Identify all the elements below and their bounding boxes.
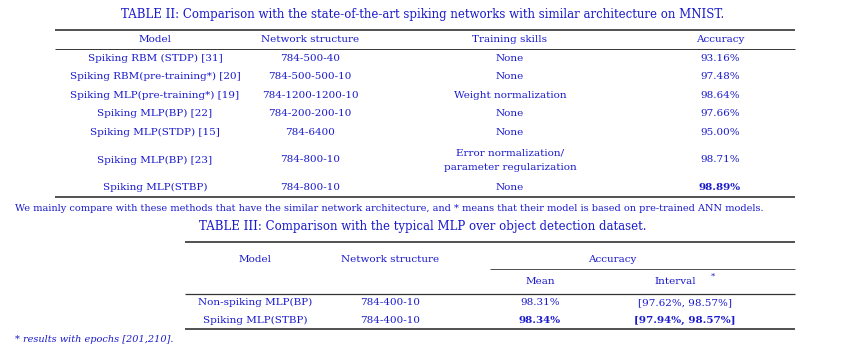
Text: 93.16%: 93.16% [700,54,739,63]
Text: 784-400-10: 784-400-10 [360,316,419,325]
Text: Spiking MLP(STDP) [15]: Spiking MLP(STDP) [15] [90,128,219,137]
Text: Accuracy: Accuracy [695,35,744,44]
Text: Model: Model [238,254,271,263]
Text: * results with epochs [201,210].: * results with epochs [201,210]. [15,335,173,344]
Text: Network structure: Network structure [261,35,359,44]
Text: Network structure: Network structure [340,254,439,263]
Text: 95.00%: 95.00% [700,128,739,137]
Text: Spiking RBM (STDP) [31]: Spiking RBM (STDP) [31] [88,54,222,63]
Text: We mainly compare with these methods that have the similar network architecture,: We mainly compare with these methods tha… [15,204,763,213]
Text: None: None [495,54,523,63]
Text: 98.64%: 98.64% [700,91,739,100]
Text: 97.48%: 97.48% [700,72,739,81]
Text: *: * [710,273,714,281]
Text: Accuracy: Accuracy [587,254,636,263]
Text: [97.62%, 98.57%]: [97.62%, 98.57%] [637,298,731,307]
Text: Interval: Interval [653,278,695,287]
Text: 784-1200-1200-10: 784-1200-1200-10 [262,91,358,100]
Text: 98.34%: 98.34% [518,316,560,325]
Text: Non-spiking MLP(BP): Non-spiking MLP(BP) [197,298,311,307]
Text: None: None [495,72,523,81]
Text: Mean: Mean [525,278,555,287]
Text: 784-500-40: 784-500-40 [279,54,339,63]
Text: Weight normalization: Weight normalization [453,91,565,100]
Text: 98.71%: 98.71% [700,155,739,164]
Text: 784-400-10: 784-400-10 [360,298,419,307]
Text: Spiking MLP(BP) [23]: Spiking MLP(BP) [23] [97,155,213,164]
Text: [97.94%, 98.57%]: [97.94%, 98.57%] [634,316,735,325]
Text: 784-500-500-10: 784-500-500-10 [268,72,351,81]
Text: TABLE III: Comparison with the typical MLP over object detection dataset.: TABLE III: Comparison with the typical M… [198,220,646,233]
Text: Spiking MLP(BP) [22]: Spiking MLP(BP) [22] [97,109,213,118]
Text: Spiking MLP(pre-training*) [19]: Spiking MLP(pre-training*) [19] [70,91,240,100]
Text: 784-200-200-10: 784-200-200-10 [268,109,351,118]
Text: Spiking MLP(STBP): Spiking MLP(STBP) [103,183,207,192]
Text: None: None [495,109,523,118]
Text: Spiking MLP(STBP): Spiking MLP(STBP) [203,316,307,325]
Text: Training skills: Training skills [472,35,547,44]
Text: Model: Model [138,35,171,44]
Text: 784-800-10: 784-800-10 [279,183,339,192]
Text: 784-6400: 784-6400 [284,128,334,137]
Text: None: None [495,183,523,192]
Text: TABLE II: Comparison with the state-of-the-art spiking networks with similar arc: TABLE II: Comparison with the state-of-t… [121,8,723,21]
Text: 98.31%: 98.31% [520,298,560,307]
Text: 98.89%: 98.89% [698,183,740,192]
Text: Error normalization/: Error normalization/ [456,149,564,158]
Text: 97.66%: 97.66% [700,109,739,118]
Text: Spiking RBM(pre-training*) [20]: Spiking RBM(pre-training*) [20] [69,72,240,81]
Text: None: None [495,128,523,137]
Text: 784-800-10: 784-800-10 [279,155,339,164]
Text: parameter regularization: parameter regularization [443,162,576,171]
